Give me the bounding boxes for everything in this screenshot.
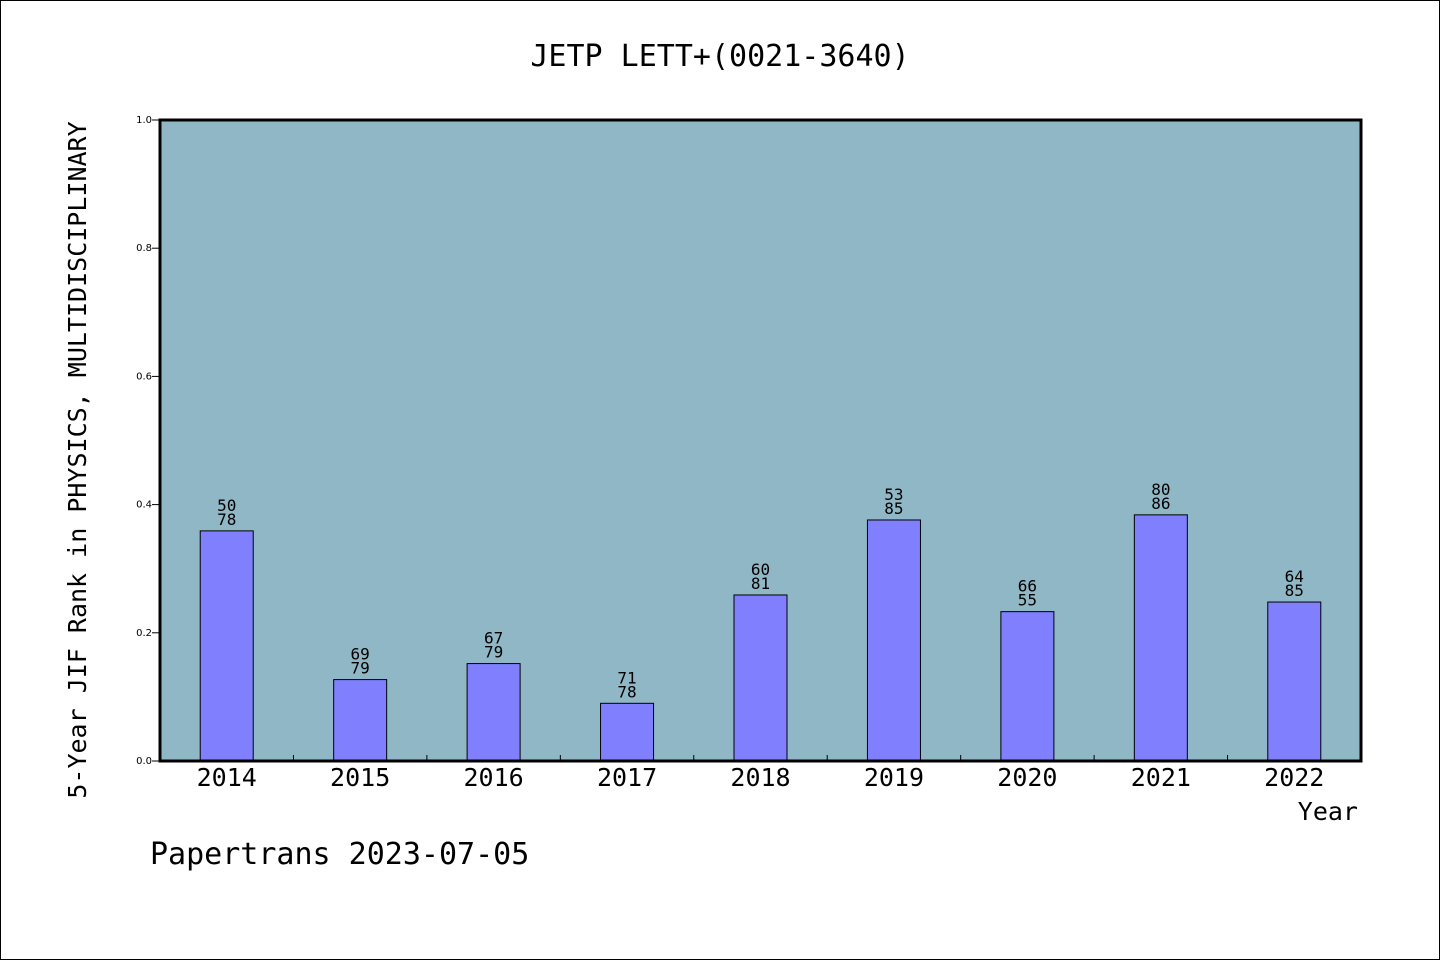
y-tick-label-1.0: 1.0 — [136, 115, 152, 126]
bar-2014 — [199, 530, 254, 762]
x-axis: 2014 2015 2016 2017 2018 2019 2020 2021 2022 — [197, 755, 1324, 792]
x-tick-label-2017: 2017 — [597, 763, 657, 792]
x-tick-label-2020: 2020 — [997, 763, 1057, 792]
bar-label-top-2014: 50 — [217, 496, 236, 515]
x-tick-label-2015: 2015 — [330, 763, 390, 792]
y-tick-label-0.6: 0.6 — [136, 371, 152, 382]
plot-border — [158, 118, 1363, 763]
bar-label-top-2022: 64 — [1285, 567, 1304, 586]
bar-label-top-2017: 71 — [617, 668, 636, 687]
x-tick-label-2018: 2018 — [730, 763, 790, 792]
bar-label-bottom-2019: 85 — [884, 499, 903, 518]
bar-2017 — [600, 702, 655, 762]
y-tick-label-0.0: 0.0 — [136, 756, 152, 767]
bar-2022 — [1267, 601, 1322, 762]
x-tick-label-2014: 2014 — [197, 763, 257, 792]
bar-label-top-2019: 53 — [884, 485, 903, 504]
footer-watermark: Papertrans 2023-07-05 — [150, 837, 529, 872]
bar-2016 — [466, 663, 521, 762]
bar-label-bottom-2021: 86 — [1151, 494, 1170, 513]
bar-label-top-2016: 67 — [484, 629, 503, 648]
chart-title: JETP LETT+(0021-3640) — [530, 39, 909, 74]
y-tick-label-0.8: 0.8 — [136, 243, 152, 254]
bar-2021 — [1133, 514, 1188, 762]
bar-label-top-2018: 60 — [751, 560, 770, 579]
x-axis-label: Year — [1298, 797, 1358, 826]
x-tick-label-2019: 2019 — [864, 763, 924, 792]
y-axis-label: 5-Year JIF Rank in PHYSICS, MULTIDISCIPL… — [63, 121, 92, 798]
bar-label-bottom-2017: 78 — [617, 682, 636, 701]
y-axis: 0.0 0.2 0.4 0.6 0.8 1.0 — [136, 115, 160, 767]
bar-label-top-2015: 69 — [351, 645, 370, 664]
bar-label-top-2021: 80 — [1151, 480, 1170, 499]
bar-2020 — [1000, 611, 1055, 762]
x-tick-label-2022: 2022 — [1264, 763, 1324, 792]
x-tick-label-2021: 2021 — [1131, 763, 1191, 792]
bar-label-bottom-2020: 55 — [1018, 591, 1037, 610]
y-tick-label-0.2: 0.2 — [136, 628, 152, 639]
bars-group — [199, 514, 1322, 762]
y-tick-label-0.4: 0.4 — [136, 500, 152, 511]
x-tick-label-2016: 2016 — [464, 763, 524, 792]
bar-2015 — [333, 679, 388, 762]
bar-label-bottom-2022: 85 — [1285, 581, 1304, 600]
bar-2019 — [866, 519, 921, 762]
bar-label-bottom-2014: 78 — [217, 510, 236, 529]
bar-label-bottom-2016: 79 — [484, 643, 503, 662]
bar-label-bottom-2015: 79 — [351, 659, 370, 678]
bar-2018 — [733, 594, 788, 762]
bar-label-top-2020: 66 — [1018, 577, 1037, 596]
bar-label-bottom-2018: 81 — [751, 574, 770, 593]
